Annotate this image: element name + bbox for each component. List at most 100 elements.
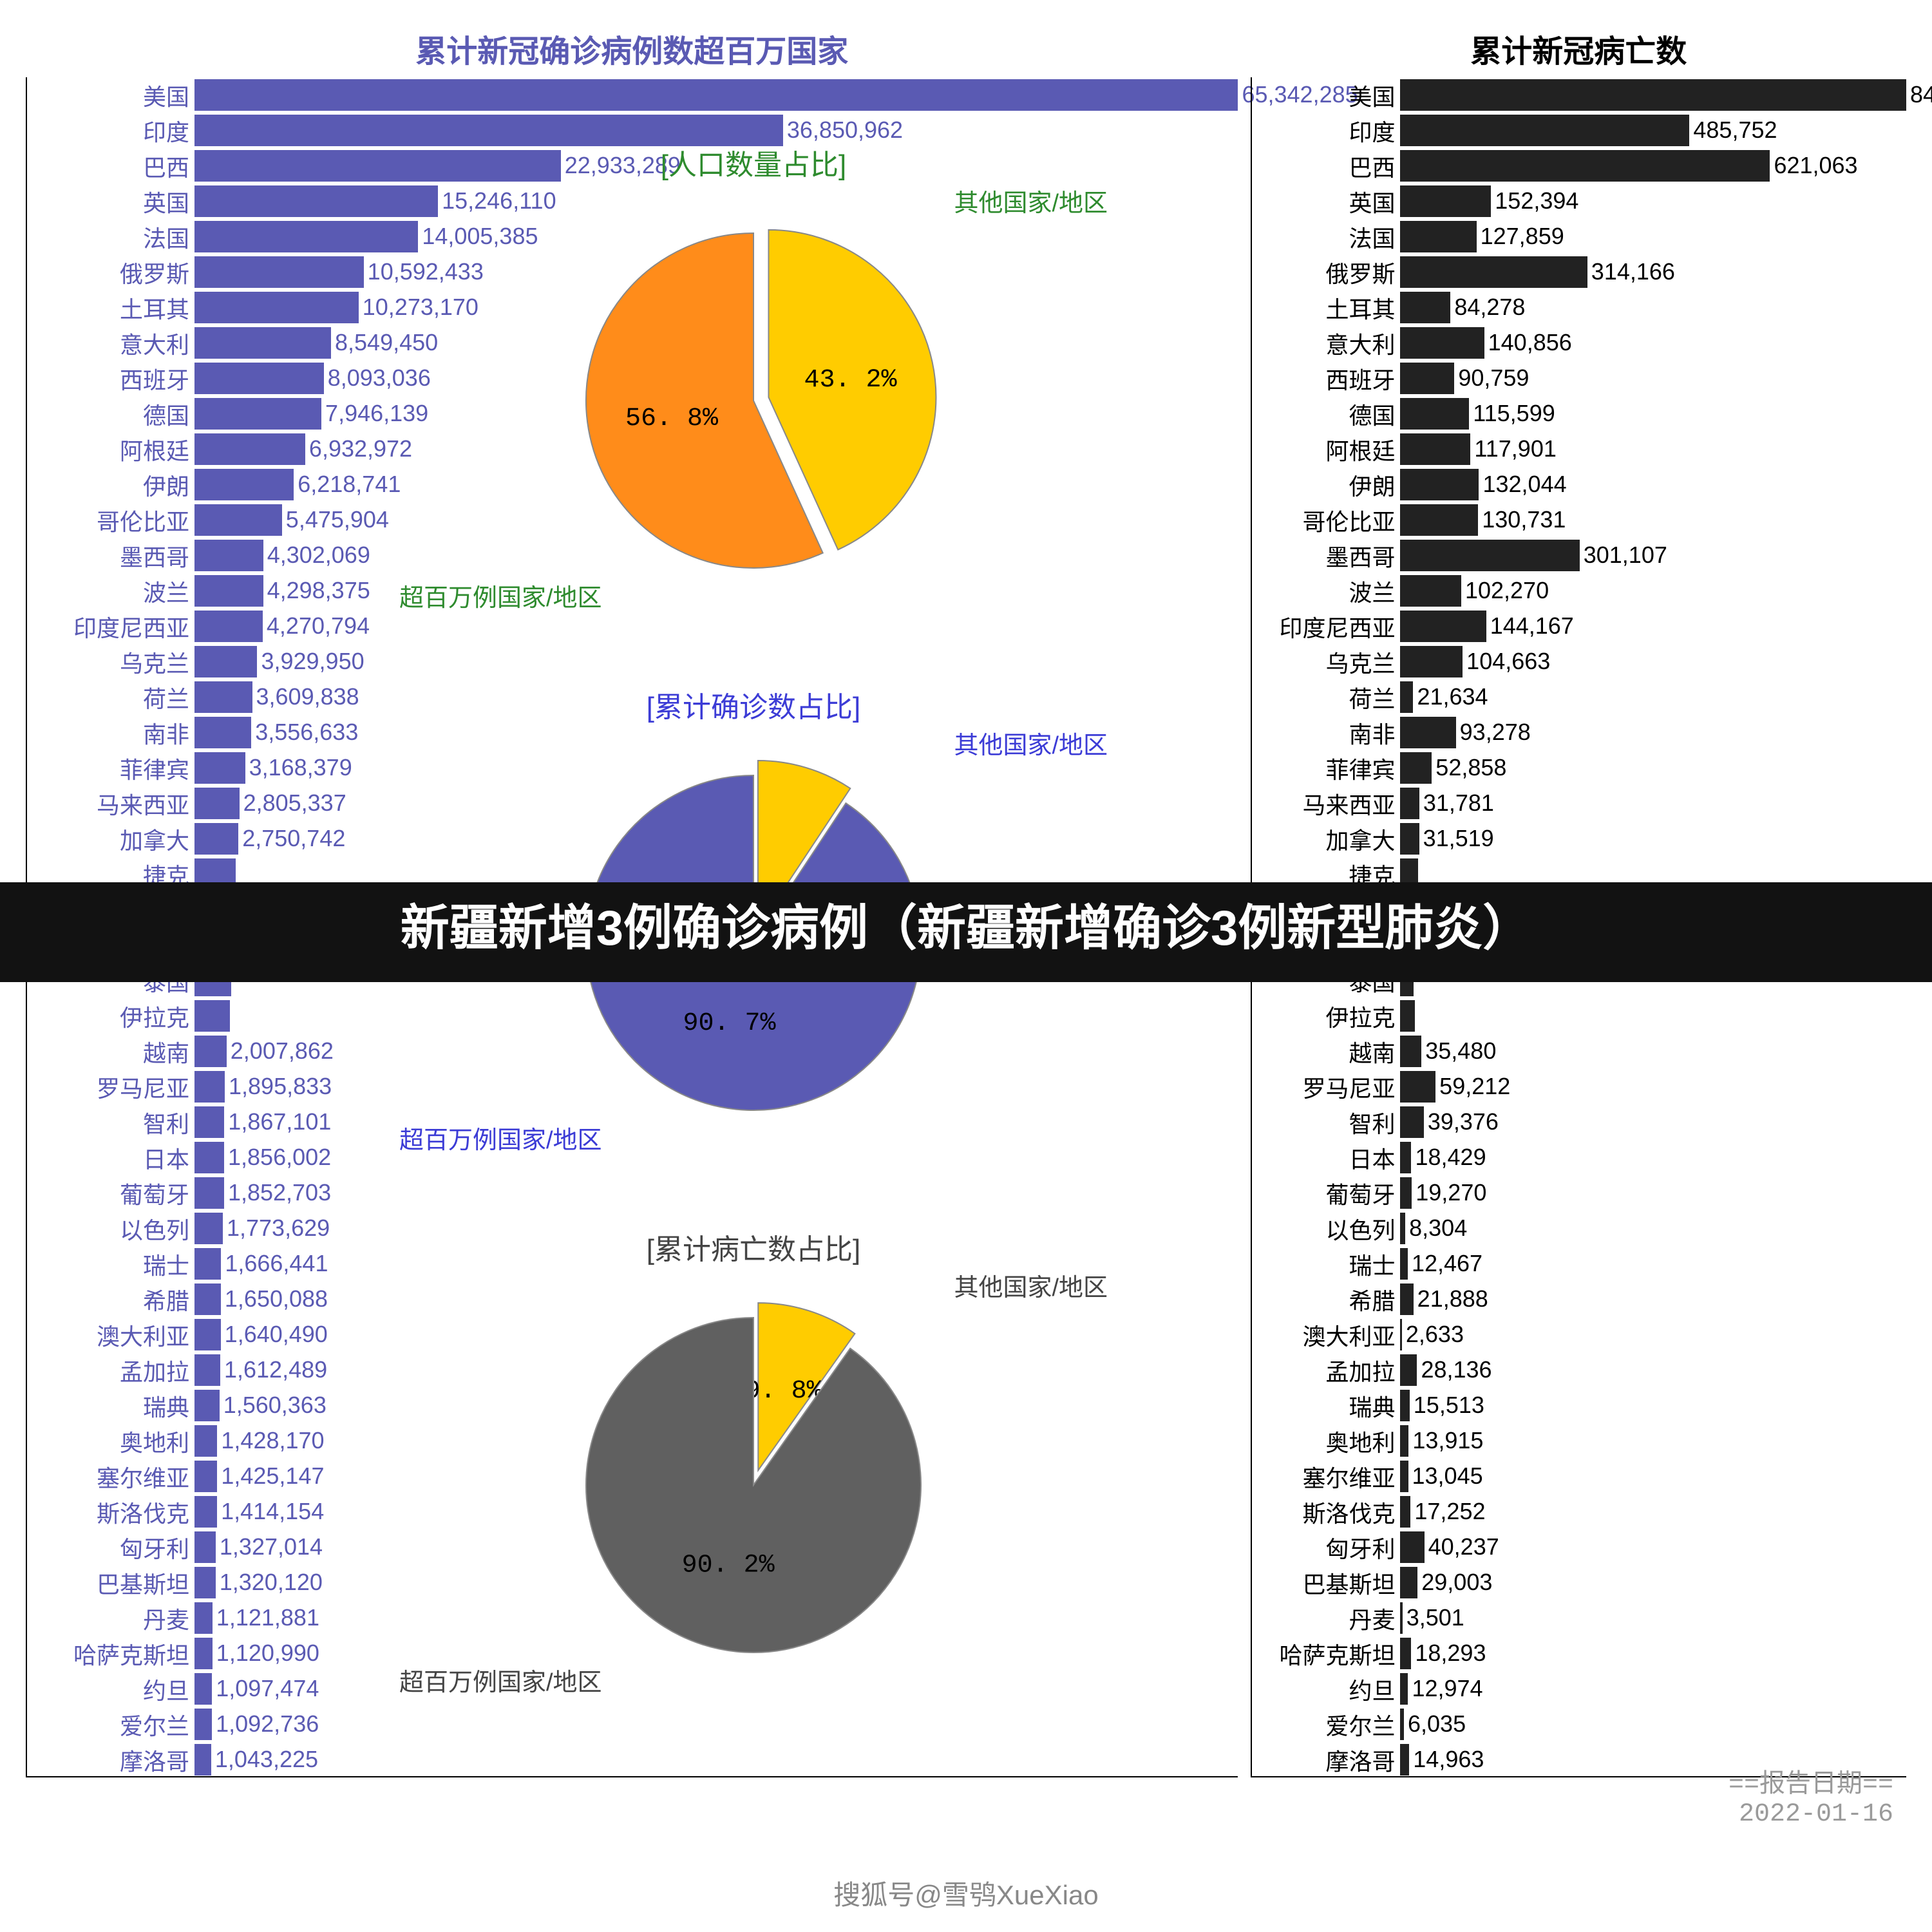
bar-row: 墨西哥4,302,069: [27, 538, 1238, 573]
bar-label: 哥伦比亚: [1252, 504, 1400, 537]
bar-label: 匈牙利: [1252, 1531, 1400, 1564]
bar-label: 马来西亚: [1252, 787, 1400, 820]
bar-label: 匈牙利: [27, 1531, 194, 1564]
bar-row: 越南2,007,862: [27, 1034, 1238, 1069]
bar-value: 14,005,385: [418, 223, 538, 250]
bar-label: 伊朗: [27, 468, 194, 502]
bar-track: 1,852,703: [194, 1175, 1238, 1211]
bar-label: 斯洛伐克: [1252, 1495, 1400, 1529]
bar-label: 日本: [27, 1141, 194, 1175]
bar-fill: 59,212: [1400, 1071, 1435, 1102]
bar-value: 14,963: [1409, 1746, 1484, 1773]
bar-row: 孟加拉1,612,489: [27, 1352, 1238, 1388]
bar-row: 哥伦比亚 130,731: [1252, 502, 1906, 538]
bar-track: 18,293: [1400, 1636, 1906, 1671]
bar-row: 西班牙8,093,036: [27, 361, 1238, 396]
bar-label: 荷兰: [1252, 681, 1400, 714]
bar-value: 3,556,633: [251, 719, 358, 746]
bar-row: 爱尔兰1,092,736: [27, 1707, 1238, 1742]
bar-label: 阿根廷: [27, 433, 194, 466]
bar-row: 意大利140,856: [1252, 325, 1906, 361]
bar-track: 65,342,285: [194, 77, 1238, 113]
bar-fill: 2,633: [1400, 1319, 1401, 1350]
bar-row: 丹麦1,121,881: [27, 1600, 1238, 1636]
bar-row: 塞尔维亚1,425,147: [27, 1459, 1238, 1494]
bar-fill: 1,666,441: [194, 1248, 221, 1279]
bar-fill: 127,859: [1400, 221, 1476, 252]
bar-value: 485,752: [1689, 117, 1777, 144]
bar-row: 葡萄牙1,852,703: [27, 1175, 1238, 1211]
bar-fill: 132,044: [1400, 469, 1479, 500]
bar-fill: 3,609,838: [194, 681, 252, 712]
bar-fill: 6,218,741: [194, 469, 294, 500]
bar-fill: 1,120,990: [194, 1638, 213, 1669]
bar-row: 乌克兰104,663: [1252, 644, 1906, 679]
bar-value: 8,093,036: [324, 365, 431, 392]
bar-row: 澳大利亚2,633: [1252, 1317, 1906, 1352]
bar-track: 1,120,990: [194, 1636, 1238, 1671]
bar-value: 1,320,120: [216, 1569, 323, 1596]
bar-label: 智利: [1252, 1106, 1400, 1139]
bar-row: 俄罗斯10,592,433: [27, 254, 1238, 290]
bar-track: 12,974: [1400, 1671, 1906, 1707]
bar-fill: 1,327,014: [194, 1531, 216, 1562]
bar-fill: 152,394: [1400, 185, 1491, 216]
bar-value: 849,971: [1906, 81, 1932, 108]
bar-label: 加拿大: [27, 822, 194, 856]
bar-track: 7,946,139: [194, 396, 1238, 431]
bar-track: 104,663: [1400, 644, 1906, 679]
bar-fill: 15,513: [1400, 1390, 1409, 1421]
bar-fill: 84,278: [1400, 292, 1450, 323]
bar-row: 巴西22,933,289: [27, 148, 1238, 184]
bar-track: 6,932,972: [194, 431, 1238, 467]
bar-track: 1,043,225: [194, 1742, 1238, 1777]
bar-track: 1,425,147: [194, 1459, 1238, 1494]
bar-row: 瑞典15,513: [1252, 1388, 1906, 1423]
bar-value: 18,293: [1411, 1640, 1486, 1667]
bar-fill: 140,856: [1400, 327, 1484, 358]
bar-fill: 12,974: [1400, 1673, 1408, 1704]
bar-label: 美国: [1252, 79, 1400, 112]
bar-track: 130,731: [1400, 502, 1906, 538]
bar-track: 8,304: [1400, 1211, 1906, 1246]
bar-label: 印度尼西亚: [1252, 610, 1400, 643]
bar-track: 5,475,904: [194, 502, 1238, 538]
bar-row: 法国 14,005,385: [27, 219, 1238, 254]
bar-value: 21,634: [1413, 683, 1488, 710]
bar-fill: 5,475,904: [194, 504, 282, 535]
bar-track: 6,218,741: [194, 467, 1238, 502]
bar-row: 美国849,971: [1252, 77, 1906, 113]
bar-row: 约旦1,097,474: [27, 1671, 1238, 1707]
bar-row: 以色列1,773,629: [27, 1211, 1238, 1246]
bar-value: 1,120,990: [213, 1640, 319, 1667]
bar-track: 90,759: [1400, 361, 1906, 396]
bar-row: 瑞典1,560,363: [27, 1388, 1238, 1423]
bar-value: 2,750,742: [238, 825, 345, 852]
bar-label: 意大利: [27, 327, 194, 360]
bar-track: 1,895,833: [194, 1069, 1238, 1104]
bar-row: 越南35,480: [1252, 1034, 1906, 1069]
bar-label: 土耳其: [27, 291, 194, 325]
bar-row: 匈牙利40,237: [1252, 1530, 1906, 1565]
bar-row: 哈萨克斯坦18,293: [1252, 1636, 1906, 1671]
bar-row: 伊朗6,218,741: [27, 467, 1238, 502]
bar-label: 约旦: [27, 1672, 194, 1706]
bar-label: 阿根廷: [1252, 433, 1400, 466]
bar-label: 瑞士: [1252, 1247, 1400, 1281]
bar-value: 3,929,950: [257, 648, 364, 675]
bar-track: 1,650,088: [194, 1282, 1238, 1317]
bar-label: 法国: [27, 220, 194, 254]
bar-label: 摩洛哥: [1252, 1743, 1400, 1777]
bar-fill: 18,429: [1400, 1142, 1411, 1173]
bar-value: 15,246,110: [438, 187, 556, 214]
bar-fill: 21,888: [1400, 1283, 1413, 1314]
bar-row: 伊朗132,044: [1252, 467, 1906, 502]
bar-value: 130,731: [1478, 506, 1566, 533]
bar-value: 621,063: [1770, 152, 1857, 179]
bar-value: 18,429: [1411, 1144, 1486, 1171]
bar-value: 1,856,002: [224, 1144, 331, 1171]
bar-value: 12,467: [1408, 1250, 1482, 1277]
bar-fill: 1,640,490: [194, 1319, 221, 1350]
bar-row: 哥伦比亚5,475,904: [27, 502, 1238, 538]
bar-row: 智利1,867,101: [27, 1104, 1238, 1140]
